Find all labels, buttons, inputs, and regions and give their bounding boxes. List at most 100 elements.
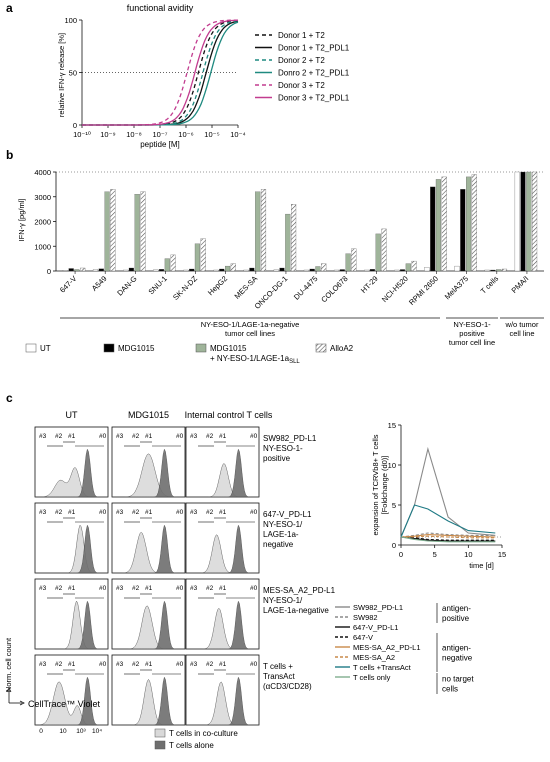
c-gate-label: #1	[68, 509, 76, 516]
c-gate-label: #2	[55, 661, 63, 668]
a-x-tick-label: 10⁻⁶	[178, 130, 193, 139]
c-gate-label: #3	[116, 509, 124, 516]
axis-corner-arrows	[6, 687, 25, 706]
c-gate-label: #1	[68, 585, 76, 592]
c-gate-label: #1	[145, 433, 153, 440]
c-row-label: NY-ESO-1/	[263, 520, 303, 529]
c-gate-label: #1	[145, 585, 153, 592]
b-x-tick-label: PMA/I	[510, 274, 531, 295]
a-x-tick-label: 10⁻⁹	[100, 130, 116, 139]
b-bar	[339, 269, 345, 272]
b-bar	[501, 268, 508, 272]
panel-a-xlabel: peptide [M]	[140, 140, 180, 149]
b-bar	[321, 263, 327, 272]
c-gate-label: #3	[39, 509, 47, 516]
c-gate-label: #2	[206, 433, 214, 440]
exp-legend-group-label: antigen-	[442, 644, 471, 653]
a-y-tick-label: 100	[64, 16, 77, 25]
exp-legend-group-label: cells	[442, 685, 458, 694]
a-legend-label: Donro 2 + T2_PDL1	[278, 69, 350, 78]
a-legend-label: Donor 3 + T2	[278, 81, 325, 90]
b-bar	[405, 263, 411, 272]
b-bar	[260, 189, 267, 272]
exp-x-tick-label: 0	[399, 550, 403, 559]
c-hist-alone	[112, 448, 185, 498]
exp-legend-label: SW982_PD-L1	[353, 603, 403, 612]
b-x-tick-label: COLO678	[319, 274, 349, 304]
c-hist-alone	[35, 600, 108, 650]
b-bar	[364, 269, 370, 272]
c-row-label: LAGE-1a-	[263, 530, 299, 539]
b-x-tick-label: RPMI 2650	[407, 274, 440, 307]
b-group-label: NY-ESO-1/LAGE-1a-negative	[201, 320, 300, 329]
b-legend-swatch	[315, 343, 327, 353]
c-gate-label: #1	[145, 509, 153, 516]
c-hist-coculture	[35, 524, 108, 574]
c-gate-label: #3	[39, 661, 47, 668]
c-hist-alone	[112, 524, 185, 574]
exp-legend-label: MES-SA_A2	[353, 653, 395, 662]
b-group-label: cell line	[509, 329, 534, 338]
b-x-tick-label: A549	[90, 274, 109, 293]
b-y-tick-label: 3000	[34, 193, 51, 202]
exp-series-1	[400, 532, 496, 538]
c-gate-label: #0	[99, 509, 107, 516]
b-x-tick-label: SK-N-DZ	[171, 274, 199, 302]
panel-c-label: c	[6, 391, 13, 405]
c-gate-label: #3	[190, 661, 198, 668]
c-gate-label: #2	[132, 509, 140, 516]
b-legend-label: MDG1015	[118, 344, 155, 353]
b-bar	[399, 269, 406, 272]
b-bar	[110, 189, 116, 272]
c-row-label: positive	[263, 454, 291, 463]
c-hist-x-tick: 10³	[76, 728, 86, 735]
b-x-tick-label: NCI-H520	[380, 274, 410, 304]
b-bar	[128, 267, 134, 272]
b-group-label: tumor cell line	[449, 338, 495, 347]
panel-a-title: functional avidity	[127, 3, 194, 13]
b-x-tick-label: MelA375	[443, 274, 470, 301]
b-legend-label: UT	[40, 344, 51, 353]
c-gate-label: #0	[99, 585, 107, 592]
b-bar	[532, 171, 538, 272]
b-bar	[194, 243, 200, 272]
panel-b-legend: UT MDG1015 MDG1015+ NY-ESO-1/LAGE-1aSLLAll…	[25, 343, 354, 365]
b-legend-swatch	[103, 343, 115, 353]
panel-b-ylabel: IFN-γ [pg/ml]	[17, 199, 26, 242]
exp-legend-group-label: antigen-	[442, 604, 471, 613]
b-x-tick-label: MES-SA	[233, 274, 260, 301]
b-x-tick-label: HepG2	[206, 274, 229, 297]
panel-b-bars	[62, 171, 538, 272]
expansion-chart: 0 5 10 15 0 5 10 15 time [d] expansion of TCRVb8+…	[371, 421, 506, 570]
exp-y-tick-label: 0	[392, 541, 396, 550]
hist-x-axis-label: CellTrace™ Violet	[28, 699, 101, 709]
panel-c: c UT MDG1015 Internal control T cells #3 #2…	[4, 391, 506, 750]
exp-ylabel-2: [Foldchange (d0)]	[380, 456, 389, 515]
c-col-header: Internal control T cells	[185, 410, 273, 420]
c-hist-legend-label: T cells alone	[169, 741, 214, 750]
b-x-tick-label: DU-4475	[292, 274, 320, 302]
c-col-header: UT	[66, 410, 78, 420]
a-x-tick-label: 10⁻⁸	[126, 130, 141, 139]
panel-a-ylabel: relative IFN-γ release [%]	[57, 33, 66, 117]
exp-legend-label: MES-SA_A2_PD-L1	[353, 643, 421, 652]
a-curve-2	[82, 20, 239, 126]
b-bar	[514, 171, 520, 272]
b-bar	[134, 194, 140, 272]
b-bar	[273, 269, 279, 272]
b-bar	[466, 176, 472, 272]
b-bar	[98, 268, 104, 272]
b-bar	[526, 171, 532, 272]
a-legend-label: Donor 3 + T2_PDL1	[278, 94, 350, 103]
c-row-label: T cells +	[263, 662, 293, 671]
c-gate-label: #3	[190, 585, 198, 592]
c-gate-label: #1	[145, 661, 153, 668]
c-hist-coculture	[186, 681, 259, 726]
panel-b-label: b	[6, 148, 13, 162]
c-hist-alone	[35, 676, 108, 726]
c-gate-label: #0	[250, 433, 258, 440]
b-y-tick-label: 1000	[34, 242, 51, 251]
c-hist-coculture	[112, 605, 185, 650]
b-bar	[345, 253, 351, 272]
a-curve-5	[82, 19, 239, 126]
